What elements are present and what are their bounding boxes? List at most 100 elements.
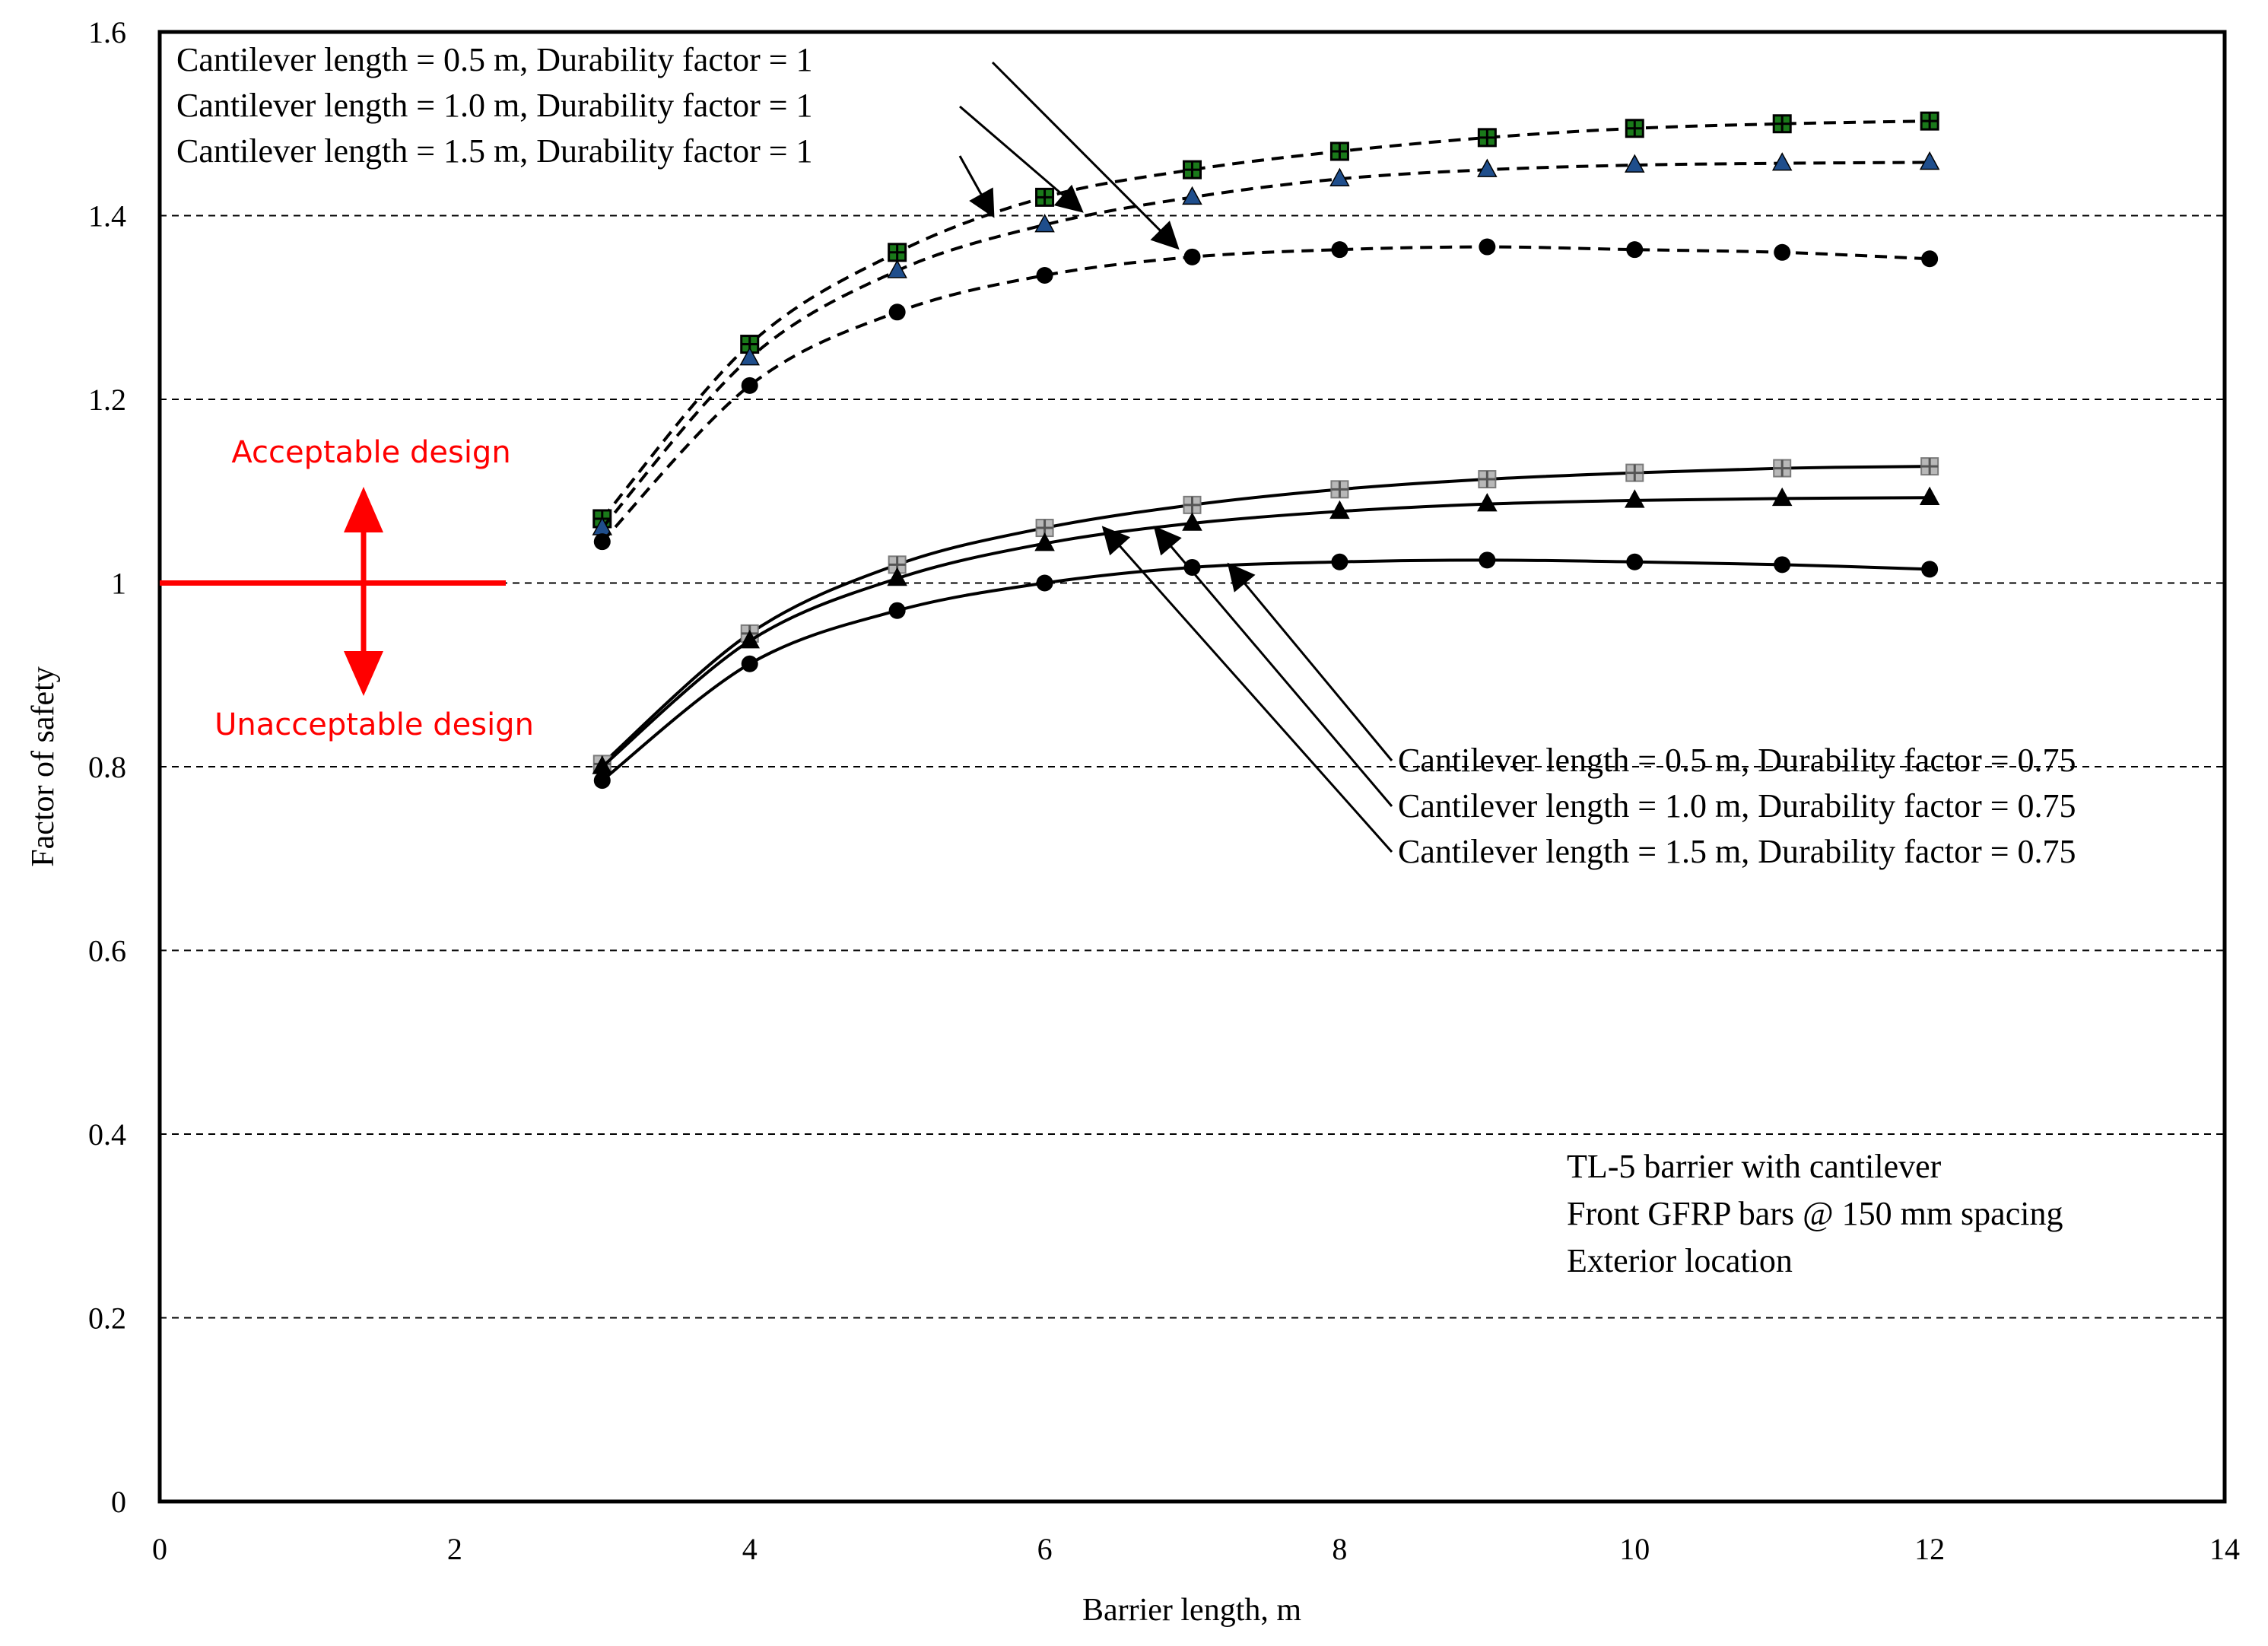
data-point (1183, 558, 1201, 576)
data-point (888, 602, 906, 619)
data-point (1036, 574, 1053, 592)
leader-arrow-top-0 (991, 61, 1180, 250)
data-point (739, 630, 760, 649)
data-point (888, 243, 907, 262)
y-tick-label: 0.4 (88, 1117, 126, 1152)
series-line (601, 160, 1930, 529)
note-line-2: Exterior location (1567, 1242, 1793, 1279)
x-axis-title: Barrier length, m (1082, 1593, 1301, 1628)
data-point-cross (1331, 142, 1348, 160)
unacceptable-arrow-head (344, 651, 383, 696)
y-tick-label: 1.4 (88, 199, 126, 234)
data-point-cross (1479, 471, 1496, 488)
series-line (601, 496, 1930, 768)
leader-arrow-bottom-0 (1227, 562, 1393, 761)
y-tick-label: 0.6 (88, 934, 126, 968)
x-tick-label: 12 (1914, 1532, 1945, 1566)
series-line (601, 245, 1930, 543)
y-tick-label: 0.2 (88, 1301, 126, 1336)
data-point (1329, 500, 1350, 520)
annotations (160, 61, 1393, 853)
y-axis-title: Factor of safety (26, 666, 61, 867)
data-point (887, 259, 907, 278)
data-point (1477, 493, 1498, 512)
series-layer (592, 111, 1940, 790)
data-point-cross (1331, 481, 1348, 498)
data-point (739, 347, 760, 366)
data-point (1477, 128, 1497, 148)
data-point (1625, 119, 1644, 138)
data-point (1919, 486, 1940, 505)
data-point (1921, 250, 1939, 268)
data-point (1774, 556, 1791, 574)
legend-label-1: Cantilever length = 1.0 m, Durability fa… (176, 87, 813, 124)
x-tick-label: 4 (742, 1532, 758, 1566)
data-point (741, 377, 758, 394)
y-tick-label: 1.2 (88, 383, 126, 417)
x-tick-label: 6 (1037, 1532, 1053, 1566)
data-point (1919, 151, 1940, 170)
data-point (1625, 489, 1645, 508)
note-line-0: TL-5 barrier with cantilever (1567, 1148, 1942, 1185)
acceptable-arrow-head (344, 487, 383, 532)
x-tick-label: 14 (2209, 1532, 2240, 1566)
data-point (1183, 248, 1201, 265)
data-point (1183, 160, 1202, 180)
leader-arrow-bottom-2 (1101, 526, 1393, 853)
data-point (1330, 480, 1349, 499)
data-point-cross (1183, 161, 1201, 179)
data-point (1771, 152, 1793, 171)
series-4 (592, 486, 1940, 774)
y-tick-label: 0.8 (88, 750, 126, 784)
leader-arrow-bottom-1 (1153, 526, 1393, 807)
data-point-cross (1774, 115, 1791, 132)
series-line (601, 119, 1930, 520)
y-tick-label: 1 (111, 567, 126, 601)
data-point-cross (888, 243, 906, 261)
data-point (1479, 551, 1496, 569)
data-point (1625, 463, 1644, 482)
data-point (1773, 459, 1792, 478)
data-point (1921, 561, 1939, 578)
leader-arrow-top-1 (959, 105, 1084, 213)
data-point (593, 533, 611, 551)
data-point (1479, 238, 1496, 256)
data-point-cross (1626, 464, 1644, 481)
data-point (741, 655, 758, 672)
series-2 (593, 238, 1939, 551)
y-tick-label: 0 (111, 1485, 126, 1519)
legend-label-4: Cantilever length = 1.0 m, Durability fa… (1398, 787, 2076, 825)
data-point-cross (1921, 458, 1939, 475)
data-point (887, 567, 907, 586)
data-point (1034, 532, 1055, 551)
data-point-cross (1921, 113, 1939, 130)
data-point (1036, 266, 1053, 284)
data-point (1772, 114, 1792, 134)
data-point (1331, 241, 1348, 259)
y-tick-label: 1.6 (88, 15, 126, 49)
data-point-cross (1183, 496, 1201, 513)
unacceptable-design-label: Unacceptable design (214, 707, 534, 742)
data-point (1920, 111, 1939, 131)
x-tick-label: 8 (1332, 1532, 1347, 1566)
data-point (1329, 141, 1349, 161)
data-point (1625, 154, 1645, 173)
data-point-cross (1036, 189, 1053, 206)
data-point (1477, 158, 1498, 177)
acceptable-design-label: Acceptable design (231, 435, 510, 470)
legend-label-3: Cantilever length = 0.5 m, Durability fa… (1398, 742, 2076, 779)
data-point (1920, 457, 1939, 476)
data-point-cross (1479, 129, 1496, 146)
data-point (1478, 470, 1497, 489)
data-point (1034, 214, 1055, 233)
data-point (1331, 553, 1348, 570)
data-point (1329, 167, 1350, 186)
data-point (1183, 495, 1202, 514)
data-point (1035, 187, 1055, 207)
note-line-1: Front GFRP bars @ 150 mm spacing (1567, 1195, 2063, 1232)
series-1 (592, 151, 1940, 535)
data-point (1774, 243, 1791, 261)
x-tick-label: 2 (447, 1532, 462, 1566)
data-point-cross (1774, 459, 1791, 477)
